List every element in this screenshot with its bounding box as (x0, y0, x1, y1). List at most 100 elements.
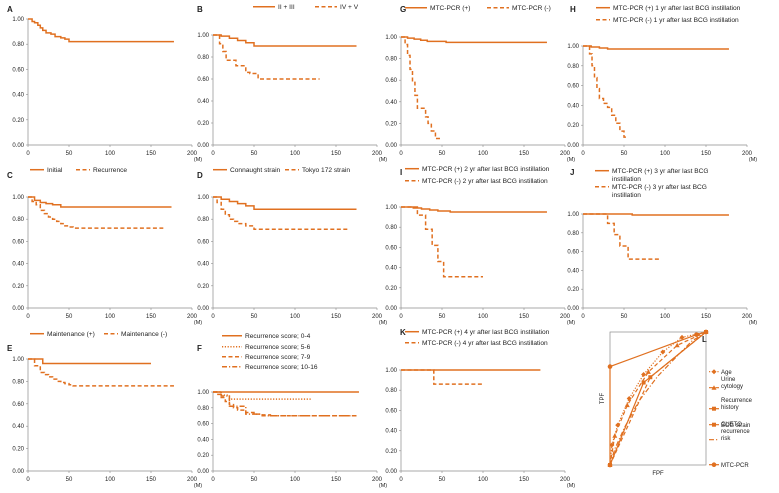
legend-marker (711, 462, 717, 468)
legend-label: Recurrence score; 5-6 (245, 344, 311, 351)
legend-label: CUETO (721, 422, 742, 428)
x-tick-label: 100 (478, 151, 489, 157)
x-tick-label: 0 (26, 151, 30, 157)
x-axis-label: FPF (652, 471, 664, 477)
legend-label: MTC-PCR (-) 2 yr after last BCG instilla… (422, 178, 548, 185)
y-tick-label: 0.80 (567, 64, 579, 70)
y-tick-label: 0.40 (385, 100, 397, 106)
roc-point (660, 349, 666, 355)
y-tick-label: 0.60 (385, 245, 397, 251)
x-tick-label: 100 (105, 314, 116, 320)
x-unit-label: (M) (379, 483, 387, 489)
y-tick-label: 1.00 (197, 390, 209, 396)
y-tick-label: 0.80 (385, 57, 397, 63)
y-tick-label: 0.60 (567, 250, 579, 256)
x-tick-label: 0 (26, 314, 30, 320)
y-tick-label: 0.20 (567, 123, 579, 129)
roc-curve-5 (609, 331, 707, 466)
legend-label: MTC-PCR (+) (430, 5, 470, 12)
panel-h: H0.000.200.400.600.801.000 50 100 150 200(M)… (567, 5, 757, 163)
y-tick-label: 1.00 (385, 205, 397, 211)
y-axis-label: TPF (600, 393, 606, 405)
y-tick-label: 0.60 (12, 402, 24, 408)
legend-label-cont: history (721, 405, 739, 411)
panel-c: C 0.00 0.20 0.40 0.60 0.80 1.00 0 50 100 150 200(M)… (7, 167, 202, 326)
roc-plot-frame (609, 331, 707, 466)
panel-e: E 0.00 0.20 0.40 0.60 0.80 1.00 0 50 100 150 200(M)… (7, 331, 202, 489)
x-tick-label: 200 (560, 477, 571, 483)
panel-label: F (197, 344, 202, 353)
y-tick-label: 0.60 (197, 422, 209, 428)
roc-point (607, 462, 613, 468)
legend-label: MTC-PCR (+) 1 yr after last BCG instilla… (613, 5, 741, 12)
x-tick-label: 100 (290, 477, 301, 483)
x-tick-label: 0 (26, 477, 30, 483)
series-line-2 (583, 45, 629, 138)
panel-k: K 0.00 0.20 0.40 0.60 0.80 1.00 0 50 100 150 200(M)… (385, 328, 575, 489)
series-line-1 (28, 18, 174, 43)
panel-f: F0.000.200.400.600.801.000 50 100 150 200(M)… (197, 333, 387, 489)
x-tick-label: 50 (66, 151, 73, 157)
x-tick-label: 100 (290, 314, 301, 320)
roc-curve-2 (609, 331, 707, 466)
y-tick-label: 0.40 (385, 429, 397, 435)
x-tick-label: 100 (290, 151, 301, 157)
panel-label: D (197, 171, 203, 180)
y-tick-label: 0.80 (12, 217, 24, 223)
x-unit-label: (M) (379, 320, 387, 326)
panel-label: I (400, 168, 402, 177)
x-tick-label: 150 (701, 314, 712, 320)
y-tick-label: 1.00 (197, 33, 209, 39)
y-tick-label: 0.20 (197, 284, 209, 290)
y-tick-label: 0.20 (197, 121, 209, 127)
legend-label: Recurrence (93, 167, 127, 174)
series-line-2 (213, 34, 320, 80)
panel-label: A (7, 5, 13, 14)
roc-point (674, 342, 680, 348)
y-tick-label: 0.60 (197, 77, 209, 83)
legend-label: Maintenance (-) (121, 331, 167, 338)
y-tick-label: 0.60 (197, 239, 209, 245)
x-tick-label: 50 (621, 314, 628, 320)
y-tick-label: 0.80 (385, 388, 397, 394)
y-tick-label: 0.40 (197, 262, 209, 268)
x-tick-label: 200 (560, 151, 571, 157)
roc-curve-1 (609, 331, 707, 466)
legend-label: II + III (278, 4, 295, 11)
x-tick-label: 150 (331, 151, 342, 157)
x-tick-label: 200 (187, 477, 198, 483)
x-unit-label: (M) (749, 157, 757, 163)
x-tick-label: 150 (146, 314, 157, 320)
legend-label: MTC-PCR (-) (512, 5, 551, 12)
x-tick-label: 0 (399, 314, 403, 320)
x-tick-label: 150 (146, 477, 157, 483)
legend-label: Urine (721, 377, 736, 383)
x-tick-label: 100 (478, 314, 489, 320)
legend-marker (711, 385, 717, 390)
legend-marker (711, 369, 717, 375)
x-tick-label: 200 (742, 151, 753, 157)
x-tick-label: 100 (660, 314, 671, 320)
x-unit-label: (M) (567, 320, 575, 326)
legend-label: MTC-PCR (+) 2 yr after last BCG instilla… (422, 166, 550, 173)
y-tick-label: 0.80 (385, 225, 397, 231)
y-tick-label: 1.00 (12, 17, 24, 23)
legend-label: Tokyo 172 strain (302, 167, 350, 174)
x-tick-label: 50 (439, 477, 446, 483)
x-tick-label: 100 (105, 151, 116, 157)
roc-point (694, 332, 699, 337)
y-tick-label: 0.40 (12, 262, 24, 268)
x-tick-label: 50 (439, 314, 446, 320)
x-tick-label: 100 (105, 477, 116, 483)
legend-marker (712, 406, 716, 411)
y-tick-label: 0.00 (385, 469, 397, 475)
legend-label: IV + V (340, 4, 359, 11)
panel-d: D0.000.200.400.600.801.000 50 100 150 200(M)… (197, 167, 387, 326)
panel-label: J (570, 168, 574, 177)
x-tick-label: 100 (478, 477, 489, 483)
y-tick-label: 0.20 (197, 453, 209, 459)
x-tick-label: 200 (742, 314, 753, 320)
y-tick-label: 0.40 (385, 266, 397, 272)
x-tick-label: 0 (399, 477, 403, 483)
